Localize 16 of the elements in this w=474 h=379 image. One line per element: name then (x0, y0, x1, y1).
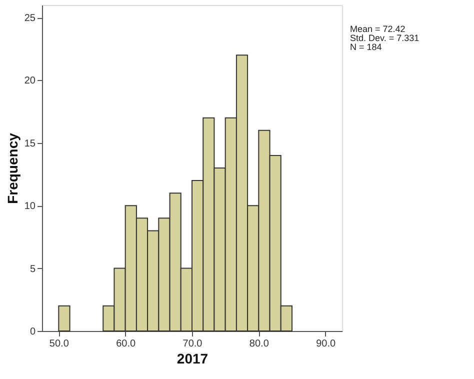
text: Mean = 72.42 (350, 24, 406, 34)
y-tick-label: 25 (24, 13, 36, 24)
y-tick-label: 10 (24, 201, 36, 212)
x-tick-label: 60.0 (116, 338, 136, 350)
y-tick-label: 0 (30, 326, 36, 338)
y-tick-label: 5 (30, 264, 36, 275)
x-tick-label: 70.0 (182, 338, 203, 350)
text: N = 184 (350, 42, 382, 52)
y-axis-title: Frequency (4, 132, 20, 204)
x-axis-title: 2017 (176, 350, 208, 366)
x-tick-label: 50.0 (49, 338, 70, 350)
x-tick-label: 80.0 (249, 338, 270, 350)
text: Std. Dev. = 7.331 (350, 33, 420, 44)
y-tick-label: 15 (24, 138, 36, 150)
y-tick-label: 20 (24, 76, 36, 87)
x-tick-label: 90.0 (316, 338, 336, 350)
